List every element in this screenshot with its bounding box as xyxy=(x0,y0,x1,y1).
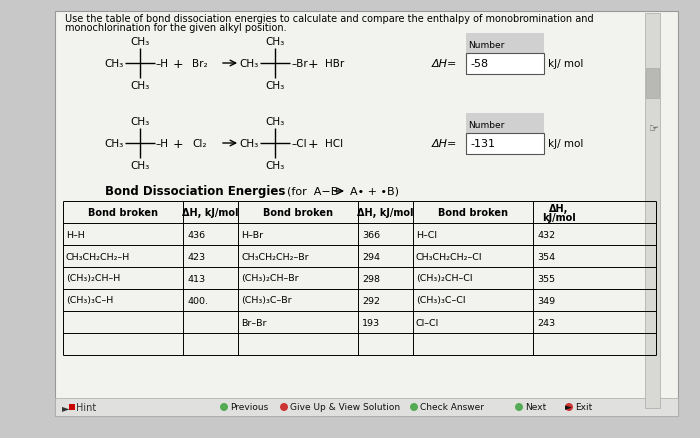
Text: CH₃: CH₃ xyxy=(265,161,285,171)
Text: (CH₃)₂CH–Cl: (CH₃)₂CH–Cl xyxy=(416,274,472,283)
Text: ΔH=: ΔH= xyxy=(432,59,457,69)
Text: Cl–Cl: Cl–Cl xyxy=(416,318,440,327)
Text: –H: –H xyxy=(156,59,169,69)
Text: kJ/ mol: kJ/ mol xyxy=(548,59,583,69)
Text: (CH₃)₃C–Cl: (CH₃)₃C–Cl xyxy=(416,296,466,305)
Text: monochlorination for the given alkyl position.: monochlorination for the given alkyl pos… xyxy=(65,23,286,33)
Text: CH₃: CH₃ xyxy=(239,59,259,69)
Text: CH₃: CH₃ xyxy=(130,117,150,127)
Circle shape xyxy=(280,403,288,411)
Text: ΔH=: ΔH= xyxy=(432,139,457,148)
Text: 432: 432 xyxy=(537,230,555,239)
Text: Number: Number xyxy=(468,40,505,49)
Text: ►: ► xyxy=(62,402,69,412)
Text: Bond Dissociation Energies: Bond Dissociation Energies xyxy=(105,185,286,198)
Text: 366: 366 xyxy=(362,230,380,239)
Text: –H: –H xyxy=(156,139,169,148)
Text: (for  A−B: (for A−B xyxy=(287,187,338,197)
Text: H–H: H–H xyxy=(66,230,85,239)
Text: -58: -58 xyxy=(470,59,488,69)
Text: 354: 354 xyxy=(537,252,555,261)
Circle shape xyxy=(515,403,523,411)
Text: Bond broken: Bond broken xyxy=(263,208,333,218)
FancyBboxPatch shape xyxy=(55,398,678,416)
FancyBboxPatch shape xyxy=(466,54,544,75)
Text: -131: -131 xyxy=(470,139,495,148)
FancyBboxPatch shape xyxy=(645,14,660,408)
Text: (CH₃)₂CH–H: (CH₃)₂CH–H xyxy=(66,274,120,283)
Circle shape xyxy=(220,403,228,411)
FancyBboxPatch shape xyxy=(466,114,544,136)
Text: Check Answer: Check Answer xyxy=(420,403,484,412)
FancyBboxPatch shape xyxy=(466,34,544,56)
Text: Previous: Previous xyxy=(230,403,268,412)
Text: Hint: Hint xyxy=(76,402,97,412)
Text: +: + xyxy=(308,137,318,150)
Text: –Cl: –Cl xyxy=(291,139,307,148)
Text: 400.: 400. xyxy=(187,296,208,305)
Text: ΔH,: ΔH, xyxy=(550,204,568,213)
Text: Number: Number xyxy=(468,120,505,129)
Text: 349: 349 xyxy=(537,296,555,305)
Text: 298: 298 xyxy=(362,274,380,283)
Text: CH₃: CH₃ xyxy=(130,81,150,91)
Text: (CH₃)₃C–Br: (CH₃)₃C–Br xyxy=(241,296,292,305)
Text: ►: ► xyxy=(565,403,572,412)
Text: Br–Br: Br–Br xyxy=(241,318,267,327)
Text: Bond broken: Bond broken xyxy=(88,208,158,218)
Text: +: + xyxy=(308,57,318,71)
Text: 423: 423 xyxy=(187,252,205,261)
Text: CH₃: CH₃ xyxy=(265,37,285,47)
Text: (CH₃)₃C–H: (CH₃)₃C–H xyxy=(66,296,113,305)
Text: Br₂: Br₂ xyxy=(192,59,208,69)
Text: –Br: –Br xyxy=(291,59,308,69)
Text: CH₃: CH₃ xyxy=(130,161,150,171)
Text: A• + •B): A• + •B) xyxy=(350,187,399,197)
Text: H–Br: H–Br xyxy=(241,230,263,239)
Text: Bond broken: Bond broken xyxy=(438,208,508,218)
FancyBboxPatch shape xyxy=(646,69,659,99)
Text: Give Up & View Solution: Give Up & View Solution xyxy=(290,403,400,412)
Text: HCl: HCl xyxy=(325,139,343,148)
Text: CH₃: CH₃ xyxy=(239,139,259,148)
Text: CH₃: CH₃ xyxy=(105,59,124,69)
Text: 292: 292 xyxy=(362,296,380,305)
Text: ΔH, kJ/mol: ΔH, kJ/mol xyxy=(357,208,414,218)
Text: kJ/ mol: kJ/ mol xyxy=(548,139,583,148)
Text: ΔH, kJ/mol: ΔH, kJ/mol xyxy=(182,208,239,218)
Text: CH₃: CH₃ xyxy=(265,81,285,91)
Text: +: + xyxy=(173,137,183,150)
Text: 193: 193 xyxy=(362,318,380,327)
Text: 355: 355 xyxy=(537,274,555,283)
Text: CH₃: CH₃ xyxy=(130,37,150,47)
Circle shape xyxy=(565,403,573,411)
Text: Use the table of bond dissociation energies to calculate and compare the enthalp: Use the table of bond dissociation energ… xyxy=(65,14,594,24)
FancyBboxPatch shape xyxy=(55,12,678,416)
Text: Exit: Exit xyxy=(575,403,592,412)
Text: +: + xyxy=(173,57,183,71)
Text: 243: 243 xyxy=(537,318,555,327)
FancyBboxPatch shape xyxy=(466,134,544,155)
Text: Cl₂: Cl₂ xyxy=(192,139,206,148)
Text: (CH₃)₂CH–Br: (CH₃)₂CH–Br xyxy=(241,274,299,283)
Text: HBr: HBr xyxy=(325,59,344,69)
Text: kJ/mol: kJ/mol xyxy=(542,212,576,223)
Text: 294: 294 xyxy=(362,252,380,261)
Circle shape xyxy=(410,403,418,411)
Text: CH₃CH₂CH₂–Br: CH₃CH₂CH₂–Br xyxy=(241,252,309,261)
Text: 436: 436 xyxy=(187,230,205,239)
Text: CH₃CH₂CH₂–Cl: CH₃CH₂CH₂–Cl xyxy=(416,252,482,261)
Text: Next: Next xyxy=(525,403,546,412)
Text: 413: 413 xyxy=(187,274,205,283)
Text: CH₃: CH₃ xyxy=(265,117,285,127)
Text: CH₃: CH₃ xyxy=(105,139,124,148)
Text: CH₃CH₂CH₂–H: CH₃CH₂CH₂–H xyxy=(66,252,130,261)
Text: H–Cl: H–Cl xyxy=(416,230,437,239)
Text: ☞: ☞ xyxy=(649,124,659,134)
